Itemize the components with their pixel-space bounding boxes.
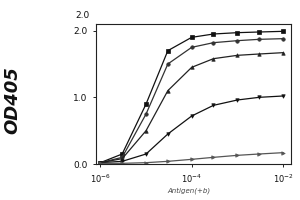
Text: 2.0: 2.0 — [76, 11, 90, 21]
Text: OD405: OD405 — [3, 66, 21, 134]
Text: Antigen(+b): Antigen(+b) — [167, 187, 211, 194]
